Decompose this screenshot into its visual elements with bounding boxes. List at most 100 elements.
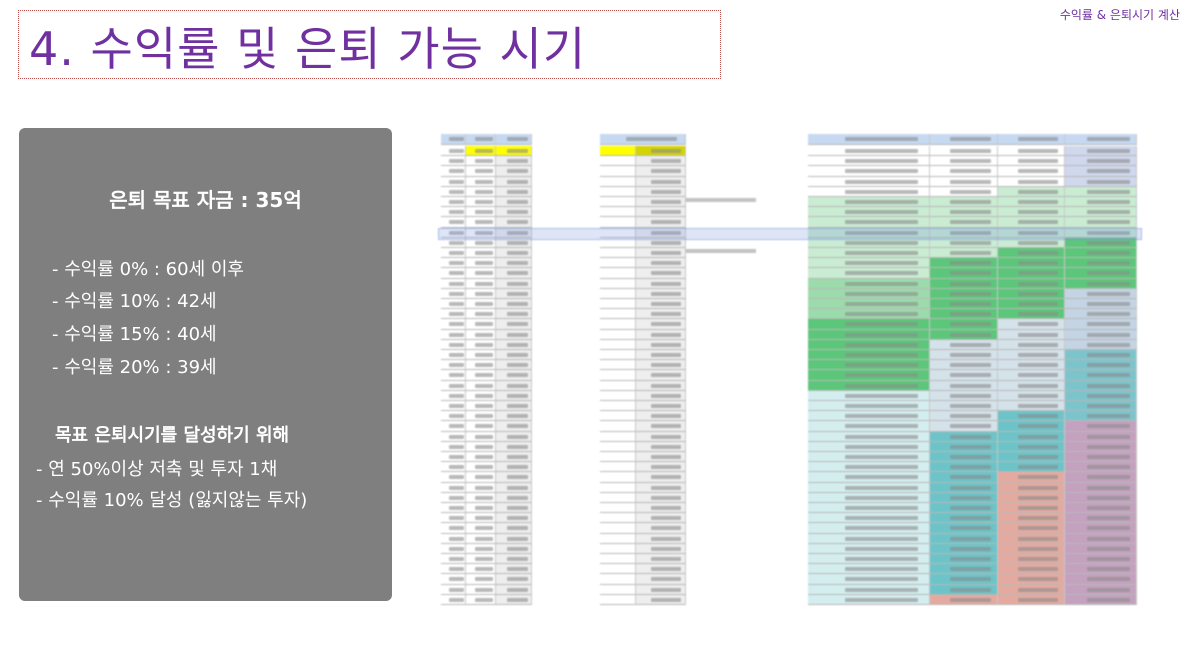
cell-text: [950, 434, 992, 439]
cell-text: [651, 312, 681, 317]
cell-text: [475, 271, 493, 276]
cell-text: [448, 169, 464, 174]
cell-text: [651, 200, 681, 204]
cell-text: [1018, 485, 1059, 490]
cell-text: [950, 230, 992, 235]
cell-text: [950, 342, 992, 347]
cell-text: [950, 577, 992, 582]
cell-text: [506, 546, 529, 551]
cell-text: [506, 455, 529, 459]
cell-text: [506, 536, 529, 541]
cell-text: [1086, 587, 1130, 592]
cell-text: [844, 393, 918, 398]
cell-text: [1086, 455, 1130, 459]
cell-text: [448, 332, 464, 337]
cell-text: [448, 516, 464, 521]
cell-text: [844, 210, 918, 215]
cell-text: [448, 149, 464, 153]
cell-text: [651, 597, 681, 602]
cell-text: [1018, 159, 1059, 164]
cell-text: [475, 373, 493, 378]
cell-text: [506, 577, 529, 582]
cell-text: [1086, 342, 1130, 347]
cell-text: [1018, 577, 1059, 582]
sheet-cell: [600, 207, 636, 218]
cell-text: [1018, 363, 1059, 368]
cell-text: [506, 149, 529, 153]
cell-text: [1018, 251, 1059, 255]
cell-text: [1018, 546, 1059, 551]
cell-text: [651, 179, 681, 184]
sheet-cell: [600, 360, 636, 371]
cell-text: [448, 455, 464, 459]
cell-text: [448, 587, 464, 592]
sheet-cell: [600, 421, 636, 432]
cell-text: [448, 179, 464, 184]
cell-text: [475, 465, 493, 470]
cell-text: [475, 137, 493, 141]
strategy-item: - 수익률 10% 달성 (잃지않는 투자): [36, 490, 308, 511]
cell-text: [651, 240, 681, 245]
cell-text: [475, 557, 493, 561]
cell-text: [448, 597, 464, 602]
cell-text: [651, 373, 681, 378]
cell-text: [1086, 302, 1130, 306]
cell-text: [950, 393, 992, 398]
cell-text: [506, 251, 529, 255]
sheet-annotation: [686, 198, 756, 202]
cell-text: [1086, 465, 1130, 470]
cell-text: [475, 312, 493, 317]
cell-text: [844, 516, 918, 521]
cell-text: [950, 485, 992, 490]
cell-text: [950, 159, 992, 164]
cell-text: [1018, 220, 1059, 225]
cell-text: [1018, 137, 1059, 141]
cell-text: [950, 597, 992, 602]
cell-text: [448, 424, 464, 429]
cell-text: [506, 363, 529, 368]
cell-text: [475, 353, 493, 357]
cell-text: [1086, 353, 1130, 357]
cell-text: [625, 137, 678, 141]
cell-text: [1086, 230, 1130, 235]
cell-text: [448, 251, 464, 255]
cell-text: [1086, 424, 1130, 429]
cell-text: [651, 220, 681, 225]
cell-text: [950, 137, 992, 141]
sheet-cell: [600, 258, 636, 269]
cell-text: [651, 189, 681, 194]
cell-text: [506, 169, 529, 174]
cell-text: [651, 567, 681, 572]
sheet-cell: [600, 401, 636, 412]
cell-text: [506, 240, 529, 245]
cell-text: [651, 444, 681, 449]
cell-text: [506, 312, 529, 317]
sheet-cell: [600, 564, 636, 575]
cell-text: [448, 495, 464, 500]
cell-text: [448, 536, 464, 541]
cell-text: [448, 230, 464, 235]
cell-text: [506, 526, 529, 531]
cell-text: [1018, 495, 1059, 500]
cell-text: [448, 363, 464, 368]
cell-text: [844, 424, 918, 429]
cell-text: [1086, 373, 1130, 378]
cell-text: [651, 516, 681, 521]
cell-text: [651, 210, 681, 215]
cell-text: [844, 200, 918, 204]
cell-text: [475, 597, 493, 602]
cell-text: [506, 220, 529, 225]
cell-text: [475, 393, 493, 398]
cell-text: [950, 444, 992, 449]
cell-text: [950, 271, 992, 276]
cell-text: [1018, 506, 1059, 510]
cell-text: [1018, 230, 1059, 235]
return-item: - 수익률 10% : 42세: [52, 291, 217, 312]
cell-text: [475, 536, 493, 541]
cell-text: [506, 516, 529, 521]
cell-text: [844, 353, 918, 357]
cell-text: [448, 393, 464, 398]
cell-text: [1086, 526, 1130, 531]
cell-text: [651, 281, 681, 286]
cell-text: [844, 414, 918, 419]
